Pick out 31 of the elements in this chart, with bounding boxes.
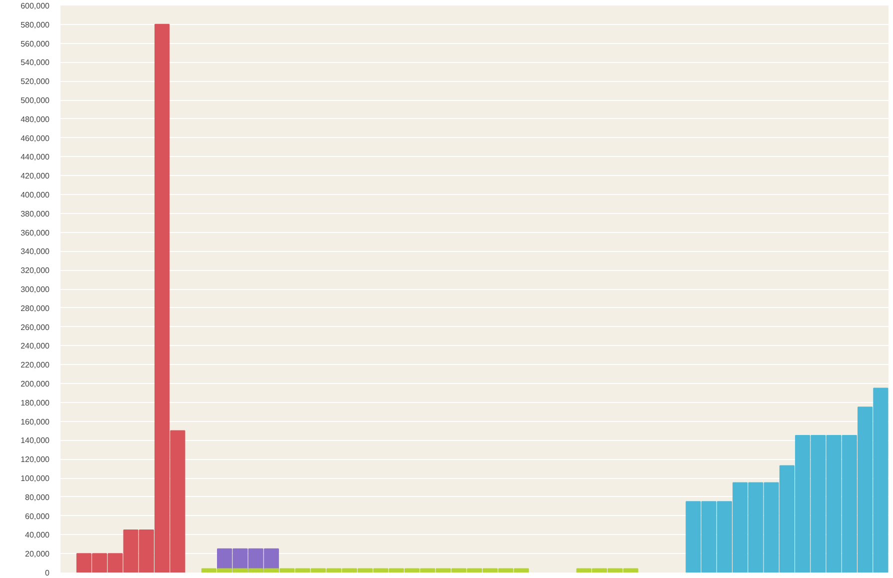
y-tick-label: 420,000: [20, 172, 50, 181]
y-tick-label: 480,000: [20, 114, 50, 124]
y-tick-label: 220,000: [20, 360, 50, 370]
y-tick-label: 260,000: [20, 322, 50, 332]
y-tick-label: 460,000: [20, 134, 50, 143]
y-tick-label: 0: [45, 568, 50, 578]
y-tick-label: 100,000: [20, 474, 50, 483]
y-tick-label: 500,000: [20, 96, 50, 105]
y-tick-label: 160,000: [20, 417, 50, 426]
y-tick-label: 400,000: [20, 190, 50, 200]
y-tick-label: 180,000: [20, 398, 50, 408]
y-tick-label: 80,000: [25, 492, 50, 502]
y-tick-label: 520,000: [20, 77, 50, 86]
y-tick-label: 580,000: [20, 20, 50, 30]
y-tick-label: 300,000: [20, 285, 50, 294]
y-tick-label: 20,000: [25, 550, 50, 559]
y-tick-label: 140,000: [20, 436, 50, 446]
y-tick-label: 440,000: [20, 152, 50, 162]
y-tick-label: 600,000: [20, 2, 50, 10]
y-tick-label: 280,000: [20, 304, 50, 313]
y-tick-label: 380,000: [20, 209, 50, 218]
y-tick-label: 340,000: [20, 247, 50, 256]
y-tick-label: 540,000: [20, 58, 50, 68]
y-tick-label: 200,000: [20, 380, 50, 388]
y-tick-label: 40,000: [25, 530, 50, 540]
y-tick-label: 240,000: [20, 342, 50, 351]
y-tick-label: 560,000: [20, 39, 50, 48]
y-tick-label: 320,000: [20, 266, 50, 276]
y-tick-label: 360,000: [20, 228, 50, 238]
y-tick-label: 60,000: [25, 512, 50, 521]
y-tick-label: 120,000: [20, 455, 50, 464]
